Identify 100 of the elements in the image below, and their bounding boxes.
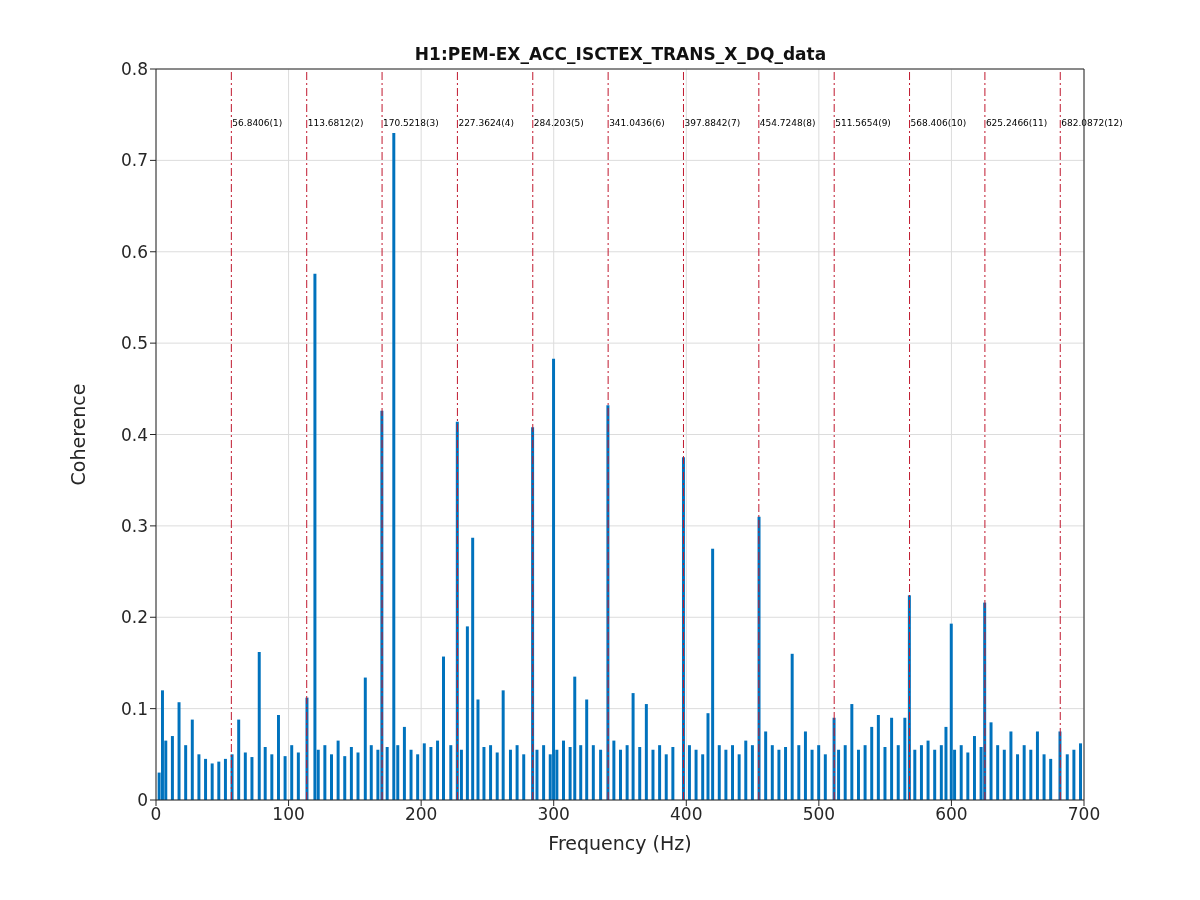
ref-line-label: 397.8842(7)	[684, 118, 741, 128]
x-tick-label: 0	[150, 804, 162, 825]
bar	[257, 651, 261, 800]
bar	[363, 677, 367, 800]
ref-line-label: 682.0872(12)	[1061, 118, 1123, 128]
bar	[237, 719, 241, 800]
bar	[664, 754, 668, 800]
bar	[204, 758, 208, 800]
bar	[687, 745, 691, 800]
bar	[989, 722, 993, 800]
bar	[863, 745, 867, 800]
bar	[1009, 731, 1013, 800]
bar	[1035, 731, 1039, 800]
bar	[515, 745, 519, 800]
y-tick-label: 0.5	[120, 333, 148, 354]
bar	[737, 754, 741, 800]
bar	[442, 656, 446, 800]
bar	[717, 745, 721, 800]
bar	[926, 740, 930, 800]
bar	[501, 690, 505, 800]
bar	[731, 745, 735, 800]
bar	[270, 754, 274, 800]
bar	[336, 740, 340, 800]
y-tick-label: 0.1	[120, 698, 148, 719]
bar	[495, 752, 499, 800]
bar	[402, 726, 406, 800]
bar	[184, 745, 188, 800]
bar	[972, 736, 976, 800]
bar	[313, 273, 317, 800]
ref-line-label: 625.2466(11)	[985, 118, 1048, 128]
bar	[671, 747, 675, 800]
bar	[552, 358, 556, 800]
x-tick-label: 200	[404, 804, 438, 825]
y-axis-title: Coherence	[66, 383, 89, 486]
bar	[919, 745, 923, 800]
bar	[724, 749, 728, 800]
bar	[803, 731, 807, 800]
bar	[429, 747, 433, 800]
ref-line-label: 227.3624(4)	[458, 118, 515, 128]
ref-line-label: 56.8406(1)	[232, 118, 283, 128]
bar	[177, 702, 181, 800]
bar	[750, 745, 754, 800]
bar	[651, 749, 655, 800]
x-tick-label: 700	[1067, 804, 1101, 825]
bar	[810, 749, 814, 800]
bar	[250, 757, 254, 800]
bar	[966, 752, 970, 800]
ref-line-label: 568.406(10)	[910, 118, 967, 128]
ref-line-label: 341.0436(6)	[609, 118, 665, 128]
y-tick-label: 0.2	[120, 607, 148, 628]
bar	[283, 756, 287, 800]
bar	[585, 699, 589, 800]
bar	[471, 537, 475, 800]
bar	[170, 736, 174, 800]
bar	[784, 747, 788, 800]
bar	[903, 717, 907, 800]
ref-line-label: 170.5218(3)	[383, 118, 439, 128]
bar	[764, 731, 768, 800]
bar	[790, 653, 794, 800]
bar	[1049, 758, 1053, 800]
x-axis-title: Frequency (Hz)	[548, 832, 692, 854]
y-tick-label: 0.3	[120, 515, 148, 536]
bar	[1002, 749, 1006, 800]
bar	[949, 623, 953, 800]
bar	[522, 754, 526, 800]
bar	[591, 745, 595, 800]
bar	[290, 745, 294, 800]
bar	[890, 717, 894, 800]
bar	[369, 745, 373, 800]
bar	[160, 690, 164, 800]
bar	[1072, 749, 1076, 800]
bar	[625, 745, 629, 800]
y-tick-label: 0.6	[120, 241, 148, 262]
bar	[631, 693, 635, 800]
y-tick-label: 0	[137, 790, 148, 811]
bar	[409, 749, 413, 800]
bar	[1016, 754, 1020, 800]
bar	[223, 758, 227, 800]
bar	[197, 754, 201, 800]
bar	[744, 740, 748, 800]
bar	[436, 740, 440, 800]
bar	[933, 749, 937, 800]
bar	[217, 761, 221, 800]
ref-line-label: 511.5654(9)	[835, 118, 891, 128]
x-tick-label: 300	[537, 804, 570, 825]
bar	[711, 548, 715, 800]
bar	[883, 747, 887, 800]
bar	[542, 745, 546, 800]
bar	[343, 756, 347, 800]
bar	[323, 745, 327, 800]
bar	[416, 754, 420, 800]
bar	[562, 740, 565, 800]
bar	[996, 745, 1000, 800]
bar	[1022, 745, 1026, 800]
bar	[330, 754, 333, 800]
y-tick-label: 0.8	[120, 59, 148, 80]
bar	[644, 704, 648, 800]
bar	[612, 740, 616, 800]
bar	[823, 754, 827, 800]
bar	[210, 763, 214, 800]
